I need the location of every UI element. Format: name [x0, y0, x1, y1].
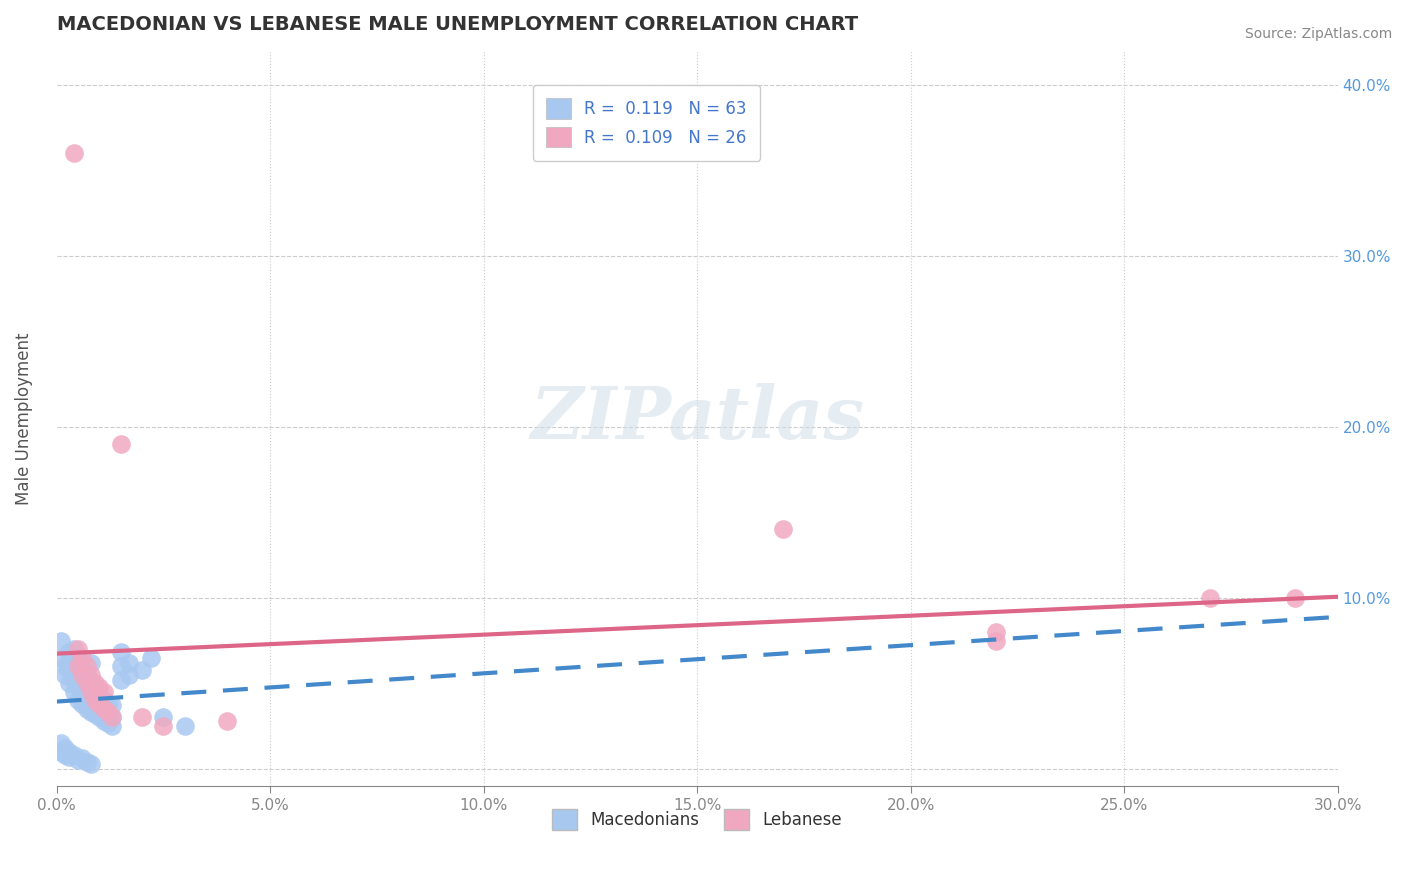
- Point: [66, 753, 89, 767]
- Point: [70, 697, 93, 711]
- Point: [101, 710, 124, 724]
- Point: [80, 685, 103, 699]
- Point: [1284, 591, 1306, 605]
- Point: [70, 667, 93, 681]
- Point: [1198, 591, 1220, 605]
- Point: [70, 685, 93, 699]
- Point: [131, 663, 153, 677]
- Point: [131, 710, 153, 724]
- Point: [76, 659, 98, 673]
- Point: [101, 710, 124, 724]
- Point: [110, 437, 132, 451]
- Point: [217, 714, 239, 728]
- Point: [62, 659, 84, 673]
- Point: [110, 645, 132, 659]
- Point: [66, 650, 89, 665]
- Point: [58, 656, 80, 670]
- Point: [53, 747, 76, 762]
- Point: [58, 745, 80, 759]
- Point: [118, 667, 141, 681]
- Point: [97, 706, 120, 721]
- Point: [84, 676, 107, 690]
- Point: [110, 673, 132, 687]
- Point: [58, 645, 80, 659]
- Point: [70, 663, 93, 677]
- Point: [76, 755, 98, 769]
- Point: [139, 650, 162, 665]
- Point: [76, 702, 98, 716]
- Point: [76, 680, 98, 694]
- Point: [110, 659, 132, 673]
- Point: [772, 523, 794, 537]
- Point: [49, 633, 72, 648]
- Text: ZIPatlas: ZIPatlas: [530, 383, 865, 454]
- Point: [984, 633, 1007, 648]
- Point: [66, 642, 89, 657]
- Point: [66, 659, 89, 673]
- Point: [97, 706, 120, 720]
- Point: [62, 685, 84, 699]
- Point: [70, 751, 93, 765]
- Point: [80, 667, 103, 681]
- Text: Source: ZipAtlas.com: Source: ZipAtlas.com: [1244, 27, 1392, 41]
- Point: [62, 747, 84, 762]
- Point: [53, 741, 76, 756]
- Point: [97, 697, 120, 711]
- Point: [80, 656, 103, 670]
- Point: [58, 676, 80, 690]
- Point: [89, 680, 111, 694]
- Point: [93, 693, 115, 707]
- Point: [49, 736, 72, 750]
- Text: MACEDONIAN VS LEBANESE MALE UNEMPLOYMENT CORRELATION CHART: MACEDONIAN VS LEBANESE MALE UNEMPLOYMENT…: [56, 15, 858, 34]
- Point: [93, 685, 115, 699]
- Point: [62, 673, 84, 687]
- Point: [53, 659, 76, 673]
- Point: [80, 676, 103, 690]
- Y-axis label: Male Unemployment: Male Unemployment: [15, 332, 32, 505]
- Point: [93, 702, 115, 716]
- Point: [53, 667, 76, 681]
- Point: [58, 749, 80, 764]
- Point: [66, 693, 89, 707]
- Point: [49, 745, 72, 759]
- Point: [70, 650, 93, 665]
- Point: [84, 706, 107, 721]
- Point: [93, 714, 115, 728]
- Point: [70, 673, 93, 687]
- Point: [173, 719, 195, 733]
- Point: [58, 663, 80, 677]
- Point: [49, 650, 72, 665]
- Point: [80, 756, 103, 771]
- Point: [118, 656, 141, 670]
- Point: [97, 715, 120, 730]
- Point: [84, 697, 107, 711]
- Point: [76, 676, 98, 690]
- Legend: Macedonians, Lebanese: Macedonians, Lebanese: [546, 803, 849, 836]
- Point: [84, 685, 107, 699]
- Point: [84, 693, 107, 707]
- Point: [152, 710, 174, 724]
- Point: [66, 667, 89, 681]
- Point: [89, 710, 111, 724]
- Point: [80, 706, 103, 720]
- Point: [984, 624, 1007, 639]
- Point: [101, 719, 124, 733]
- Point: [152, 719, 174, 733]
- Point: [66, 680, 89, 694]
- Point: [89, 702, 111, 716]
- Point: [101, 698, 124, 713]
- Point: [93, 706, 115, 720]
- Point: [76, 667, 98, 681]
- Point: [80, 693, 103, 707]
- Point: [89, 690, 111, 704]
- Point: [62, 642, 84, 657]
- Point: [62, 146, 84, 161]
- Point: [76, 690, 98, 704]
- Point: [89, 697, 111, 711]
